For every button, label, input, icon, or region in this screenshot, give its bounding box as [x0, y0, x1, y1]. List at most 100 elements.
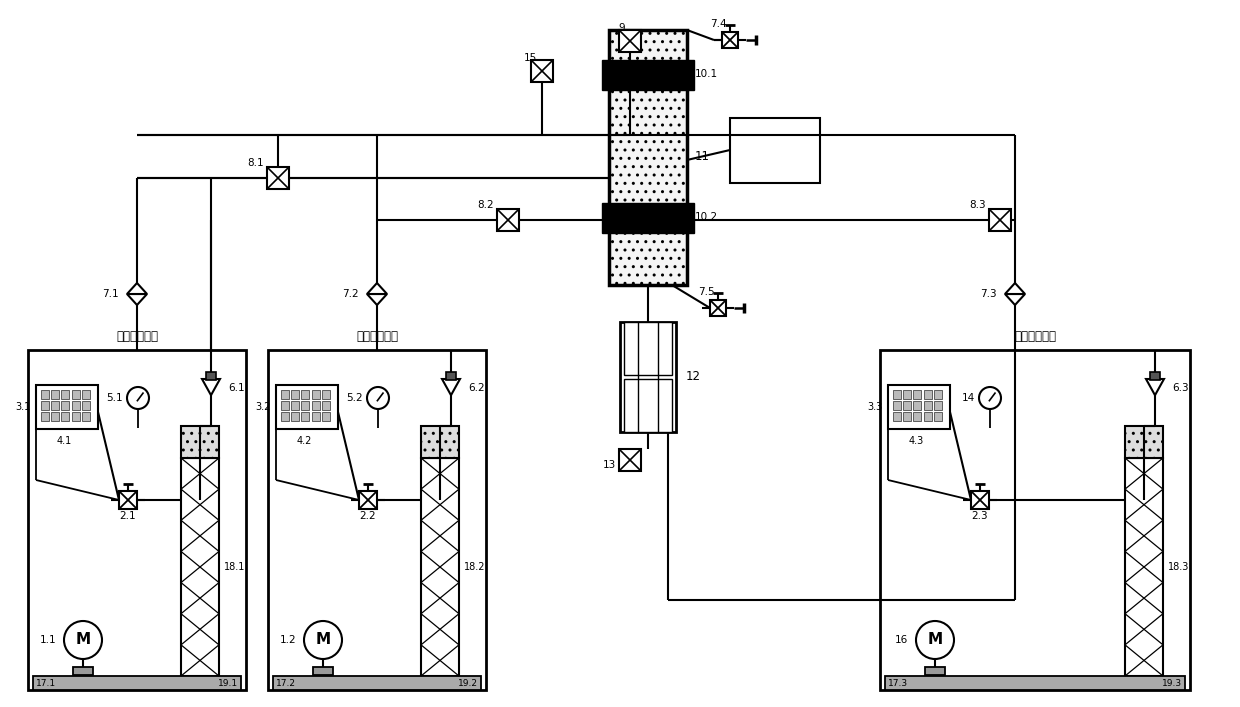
Bar — [924, 401, 932, 410]
Bar — [41, 401, 50, 410]
Bar — [903, 401, 911, 410]
Bar — [312, 390, 320, 399]
Bar — [267, 167, 289, 189]
Bar — [924, 390, 932, 399]
Bar — [601, 203, 694, 233]
Text: 1.1: 1.1 — [40, 635, 56, 645]
Bar — [609, 30, 687, 285]
Bar — [360, 491, 377, 509]
Bar — [291, 401, 299, 410]
Bar — [924, 412, 932, 421]
Bar — [181, 426, 219, 458]
Text: 9: 9 — [619, 23, 625, 33]
Polygon shape — [126, 283, 148, 294]
Text: M: M — [76, 633, 91, 648]
Polygon shape — [1004, 294, 1025, 305]
Text: 2.1: 2.1 — [120, 511, 136, 521]
Bar — [301, 412, 309, 421]
Bar — [619, 449, 641, 471]
Polygon shape — [367, 283, 387, 294]
Bar — [497, 209, 520, 231]
Bar — [322, 390, 330, 399]
Bar — [291, 390, 299, 399]
Bar — [322, 401, 330, 410]
Bar — [206, 372, 216, 380]
Bar — [72, 412, 81, 421]
Bar — [61, 390, 69, 399]
Bar — [990, 209, 1011, 231]
Bar — [934, 390, 942, 399]
Text: 6.2: 6.2 — [467, 383, 485, 393]
Bar — [903, 412, 911, 421]
Text: 15: 15 — [523, 53, 537, 63]
Text: 围压加载系统: 围压加载系统 — [117, 329, 157, 342]
Bar — [893, 401, 901, 410]
Bar — [925, 667, 945, 675]
Text: 4.2: 4.2 — [298, 436, 312, 446]
Bar — [36, 385, 98, 429]
Polygon shape — [367, 294, 387, 305]
Bar — [61, 401, 69, 410]
Text: 4.3: 4.3 — [909, 436, 924, 446]
Bar — [531, 60, 553, 82]
Bar — [934, 401, 942, 410]
Circle shape — [64, 621, 102, 659]
Text: 7.5: 7.5 — [698, 287, 714, 297]
Text: 18.1: 18.1 — [224, 562, 246, 572]
Text: 3.1: 3.1 — [16, 402, 31, 412]
Text: 7.4: 7.4 — [709, 19, 727, 29]
Bar — [61, 412, 69, 421]
Bar — [880, 350, 1190, 690]
Bar — [624, 322, 672, 375]
Text: 18.2: 18.2 — [464, 562, 486, 572]
Text: 17.1: 17.1 — [36, 679, 56, 687]
Bar — [29, 350, 246, 690]
Bar — [730, 118, 820, 183]
Bar — [620, 322, 676, 432]
Text: 19.3: 19.3 — [1162, 679, 1182, 687]
Bar — [72, 390, 81, 399]
Text: 3.2: 3.2 — [255, 402, 272, 412]
Bar — [82, 390, 91, 399]
Bar — [273, 676, 481, 690]
Text: 17.3: 17.3 — [888, 679, 908, 687]
Text: 2.2: 2.2 — [360, 511, 376, 521]
Bar — [301, 390, 309, 399]
Text: 6.1: 6.1 — [228, 383, 244, 393]
Circle shape — [916, 621, 954, 659]
Bar — [291, 412, 299, 421]
Bar — [446, 372, 456, 380]
Bar — [913, 401, 921, 410]
Polygon shape — [441, 379, 460, 395]
Text: 4.1: 4.1 — [57, 436, 72, 446]
Bar — [934, 412, 942, 421]
Bar — [619, 30, 641, 52]
Bar — [312, 401, 320, 410]
Text: 8.2: 8.2 — [477, 200, 494, 210]
Polygon shape — [1146, 379, 1164, 395]
Bar — [33, 676, 241, 690]
Bar — [711, 300, 725, 316]
Text: 8.1: 8.1 — [247, 158, 264, 168]
Text: 3.3: 3.3 — [868, 402, 883, 412]
Text: 14: 14 — [962, 393, 975, 403]
Bar — [73, 667, 93, 675]
Text: 10.1: 10.1 — [694, 69, 718, 79]
Bar — [913, 390, 921, 399]
Text: 19.2: 19.2 — [458, 679, 477, 687]
Text: 13: 13 — [603, 460, 616, 470]
Text: 19.1: 19.1 — [218, 679, 238, 687]
Bar — [1125, 426, 1163, 458]
Bar — [624, 379, 672, 432]
Bar — [301, 401, 309, 410]
Text: 12: 12 — [686, 370, 701, 383]
Bar — [51, 390, 60, 399]
Text: 7.3: 7.3 — [981, 289, 997, 299]
Text: 5.2: 5.2 — [346, 393, 363, 403]
Polygon shape — [126, 294, 148, 305]
Bar — [119, 491, 136, 509]
Text: 7.1: 7.1 — [103, 289, 119, 299]
Circle shape — [367, 387, 389, 409]
Bar — [281, 390, 289, 399]
Text: 11: 11 — [694, 151, 711, 163]
